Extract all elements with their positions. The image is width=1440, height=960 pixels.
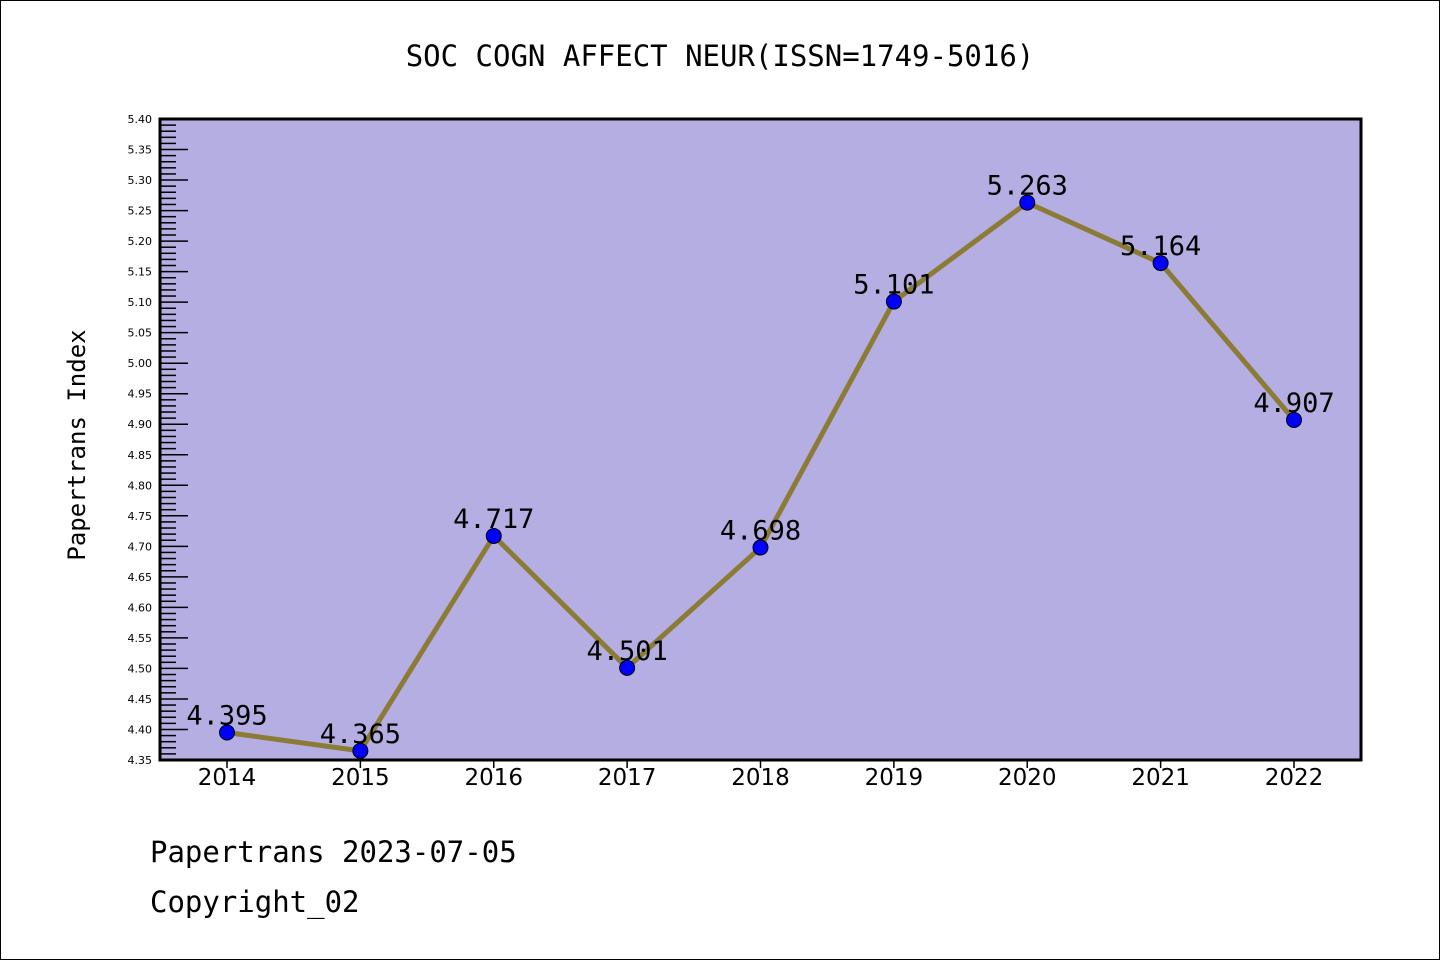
plot-area xyxy=(160,119,1361,760)
y-tick-label: 4.90 xyxy=(128,418,153,431)
data-label: 4.698 xyxy=(720,516,801,547)
y-tick-label: 4.35 xyxy=(128,754,153,767)
data-label: 4.395 xyxy=(186,701,267,732)
y-tick-label: 5.05 xyxy=(128,327,153,340)
data-label: 4.501 xyxy=(586,636,667,667)
x-tick-label: 2022 xyxy=(1265,765,1324,791)
y-tick-label: 4.65 xyxy=(128,571,153,584)
x-tick-label: 2018 xyxy=(731,765,790,791)
data-point xyxy=(1019,194,1036,211)
y-tick-label: 4.55 xyxy=(128,632,153,645)
y-tick-label: 4.50 xyxy=(128,662,153,675)
y-tick-label: 4.85 xyxy=(128,449,153,462)
x-tick-label: 2021 xyxy=(1131,765,1190,791)
data-label: 5.263 xyxy=(987,171,1068,202)
y-tick-label: 5.15 xyxy=(128,266,153,279)
x-tick-label: 2020 xyxy=(998,765,1057,791)
data-point xyxy=(619,659,636,676)
chart-title: SOC COGN AFFECT NEUR(ISSN=1749-5016) xyxy=(406,39,1035,73)
data-point xyxy=(219,724,235,741)
y-axis-label: Papertrans Index xyxy=(63,329,91,560)
data-label: 4.365 xyxy=(320,719,401,750)
data-point xyxy=(485,527,502,544)
footer-date: Papertrans 2023-07-05 xyxy=(150,835,517,869)
data-point xyxy=(752,539,769,556)
y-tick-label: 4.95 xyxy=(128,388,153,401)
x-tick-label: 2016 xyxy=(464,765,523,791)
y-tick-label: 5.25 xyxy=(128,205,153,218)
plot-border xyxy=(158,117,1363,762)
y-tick-label: 5.20 xyxy=(128,235,153,248)
data-point xyxy=(1152,255,1169,272)
x-tick-label: 2017 xyxy=(598,765,657,791)
y-tick-label: 5.30 xyxy=(128,174,153,187)
y-tick-label: 4.60 xyxy=(128,601,153,614)
y-tick-label: 4.70 xyxy=(128,540,153,553)
y-tick-label: 5.35 xyxy=(128,144,153,157)
data-point xyxy=(1286,411,1302,428)
data-point xyxy=(885,293,902,310)
y-tick-label: 4.40 xyxy=(128,723,153,736)
data-label: 5.164 xyxy=(1120,231,1201,262)
y-tick-label: 4.75 xyxy=(128,510,153,523)
y-tick-label: 4.80 xyxy=(128,479,153,492)
y-tick-label: 4.45 xyxy=(128,693,153,706)
footer-copyright: Copyright_02 xyxy=(150,885,360,919)
y-tick-label: 5.40 xyxy=(128,113,153,126)
data-point xyxy=(352,742,369,759)
x-tick-label: 2014 xyxy=(198,765,257,791)
x-tick-label: 2015 xyxy=(331,765,390,791)
data-label: 4.717 xyxy=(453,504,534,535)
y-tick-label: 5.10 xyxy=(128,296,153,309)
data-label: 5.101 xyxy=(853,270,934,301)
y-tick-label: 5.00 xyxy=(128,357,153,370)
data-label: 4.907 xyxy=(1253,388,1334,419)
x-tick-label: 2019 xyxy=(865,765,924,791)
